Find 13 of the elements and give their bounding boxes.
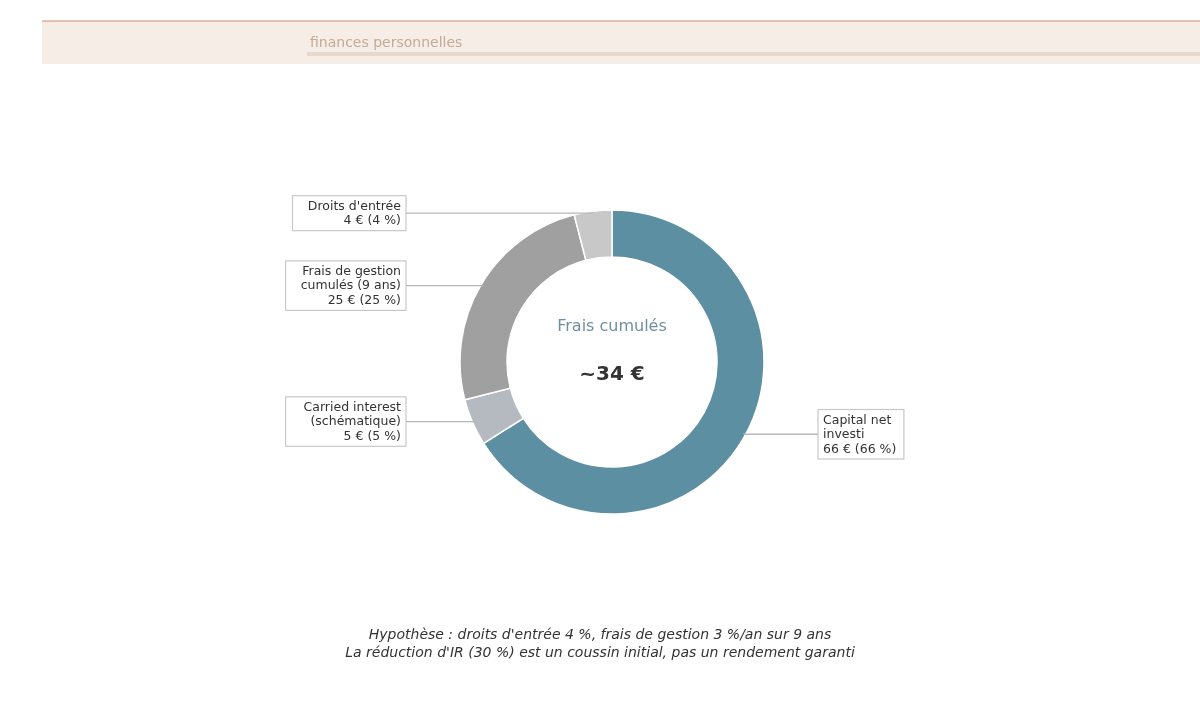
text: La réduction d'IR (30 %) est un coussin initial, pas un rendement garanti <box>345 644 855 660</box>
slice-label: Droits d'entrée <box>307 197 402 213</box>
slice-label: Frais de gestion cumulés (9 ans) <box>300 262 401 293</box>
text: Frais cumulés <box>557 316 667 335</box>
text: ~34 € <box>579 361 645 385</box>
slice-label: Capital net investi <box>823 411 892 442</box>
chart-subtitle: finances personnelles <box>310 34 463 50</box>
text: Hypothèse : droits d'entrée 4 %, frais de gestion 3 %/an sur 9 ans <box>368 626 832 642</box>
data-label: 4 € (4 %) <box>343 212 401 228</box>
slice-label: Carried interest (schématique) <box>303 398 402 429</box>
data-label: 66 € (66 %) <box>823 440 897 456</box>
data-label: 5 € (5 %) <box>343 427 401 443</box>
data-label: 25 € (25 %) <box>327 291 401 307</box>
